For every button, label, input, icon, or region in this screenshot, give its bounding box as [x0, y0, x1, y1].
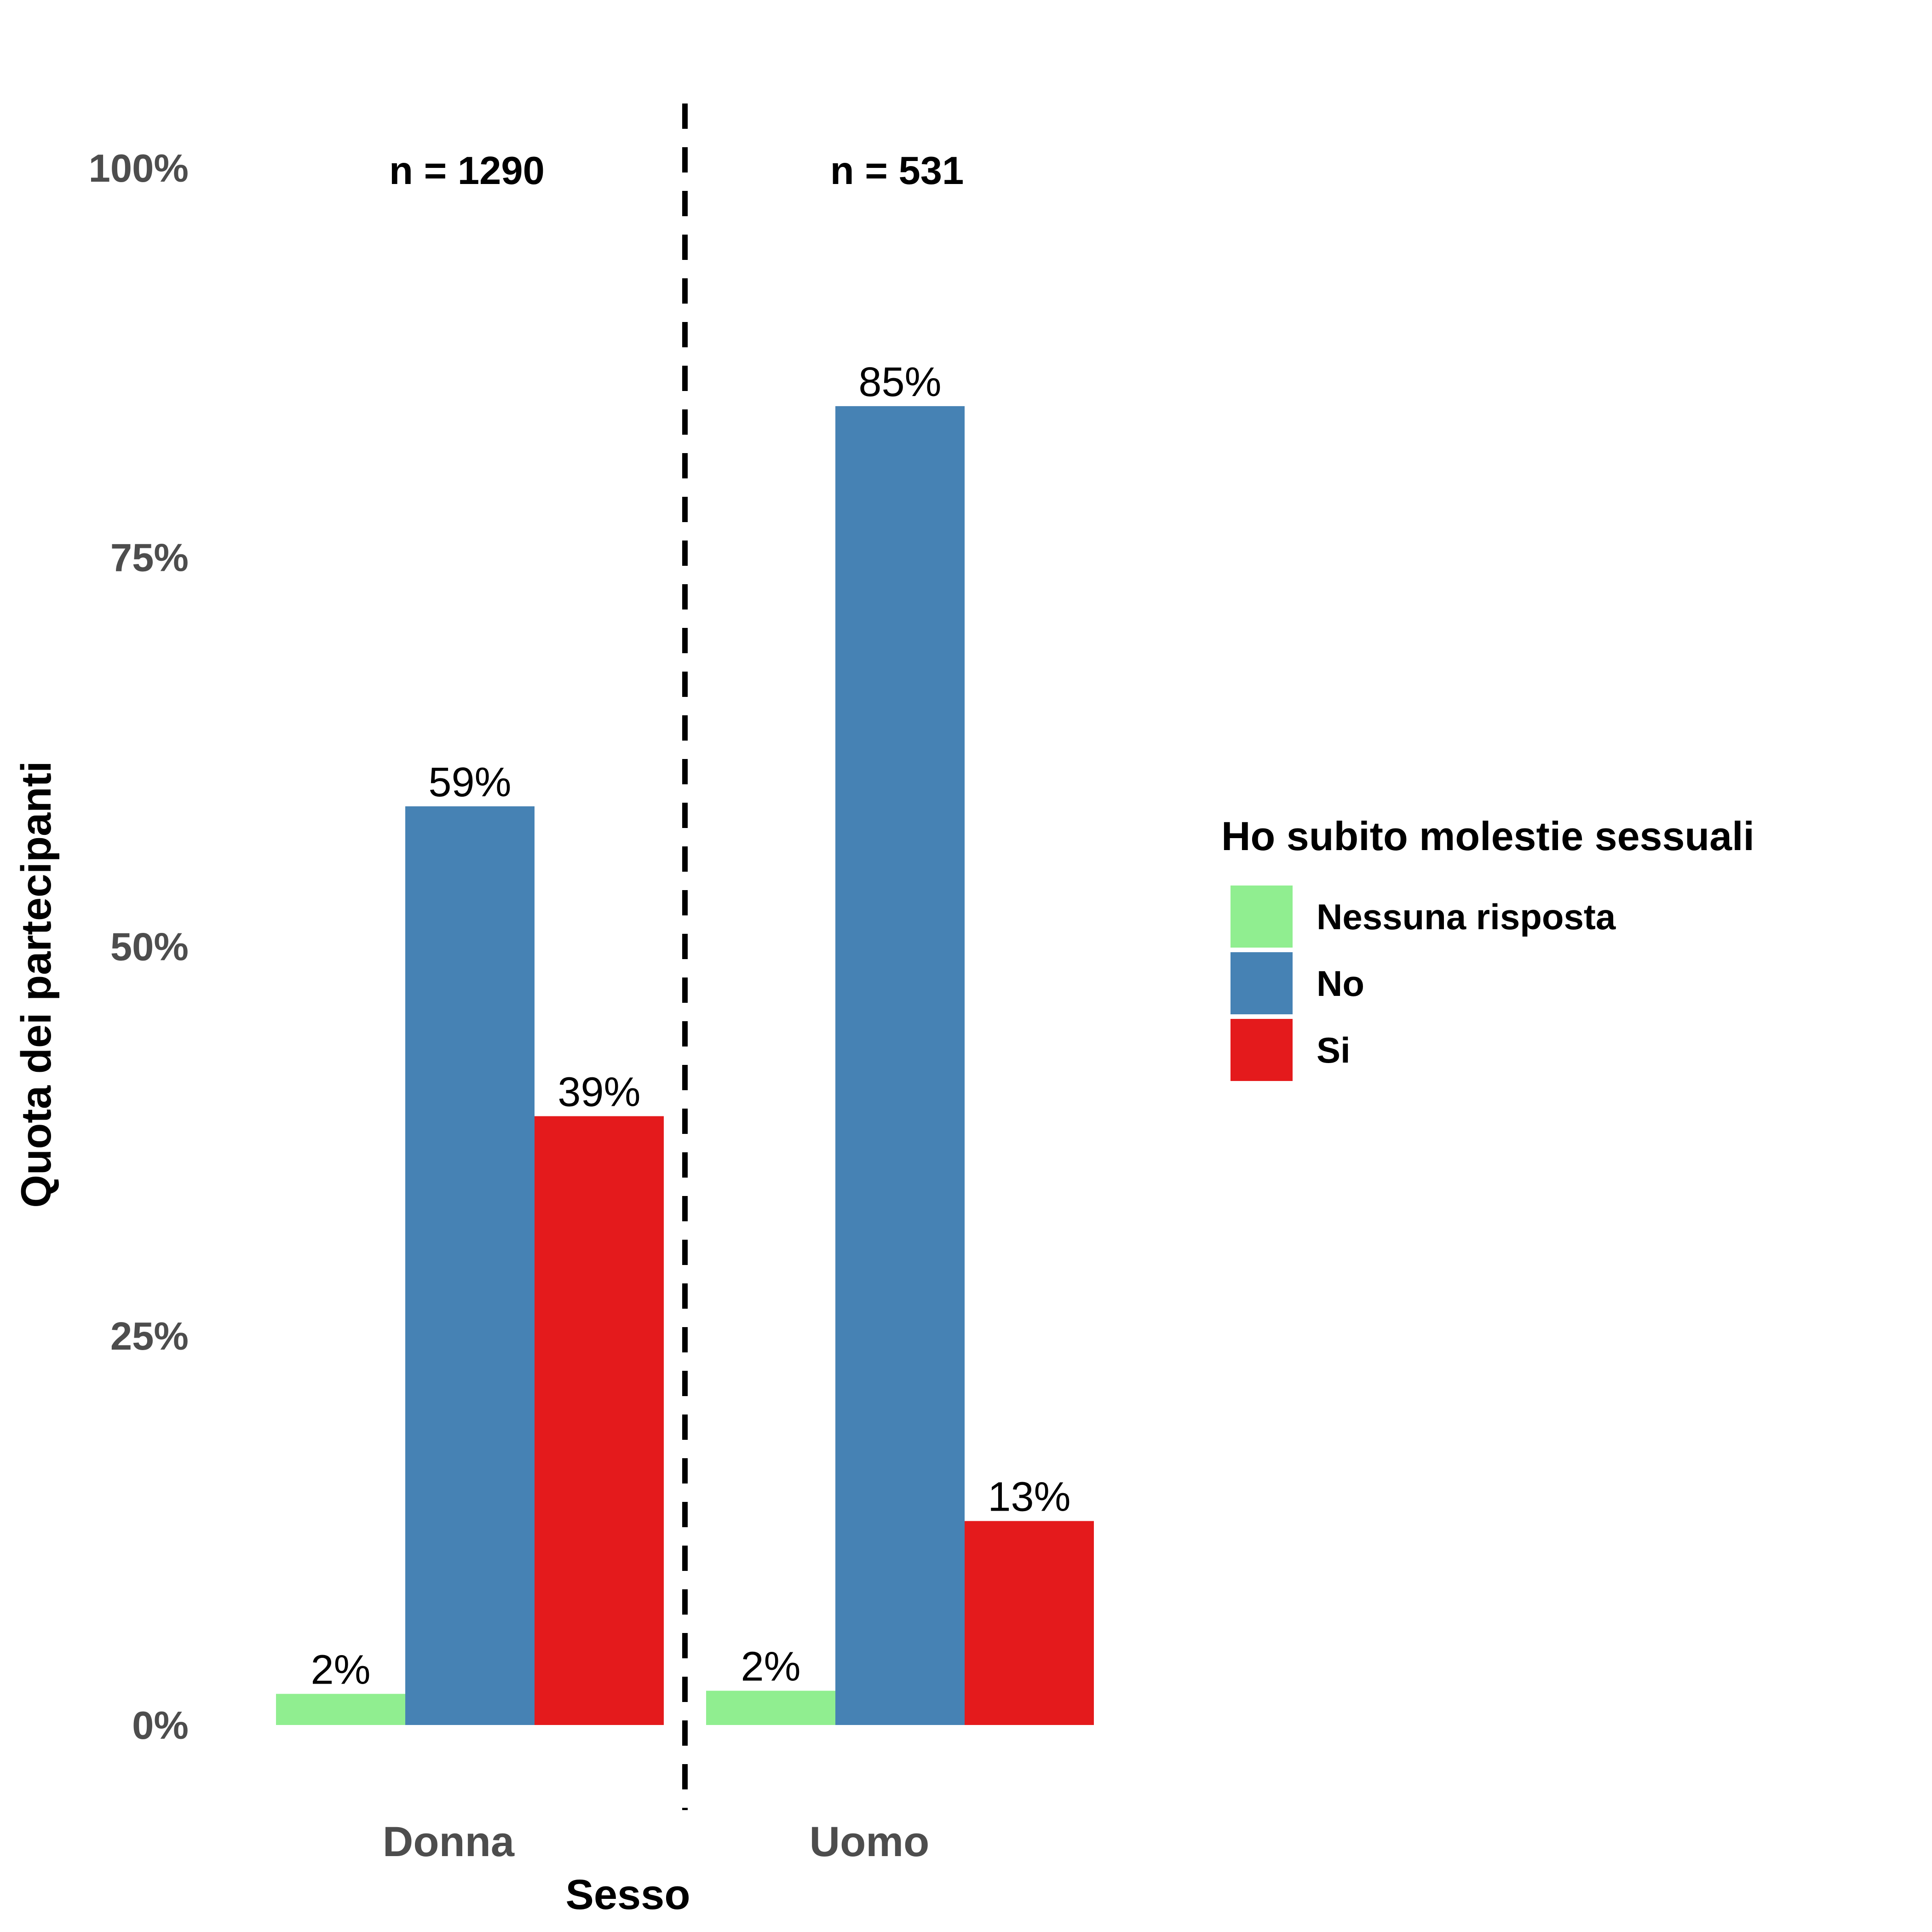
data-label: 2%	[741, 1644, 800, 1690]
data-labels: 2% 59% 39% 2% 85% 13%	[310, 359, 1070, 1693]
legend-key-no	[1230, 952, 1293, 1014]
y-tick-label: 25%	[110, 1315, 189, 1358]
bar-nessuna-risposta-uomo	[706, 1690, 835, 1725]
group-counts: n = 1290 n = 531	[389, 149, 964, 193]
x-tick-label: Uomo	[810, 1818, 930, 1865]
x-tick-label: Donna	[383, 1818, 515, 1865]
y-tick-label: 100%	[89, 147, 189, 190]
y-axis-title: Quota dei partecipanti	[13, 761, 60, 1208]
bar-si-donna	[535, 1116, 664, 1725]
legend-label: Si	[1317, 1030, 1351, 1070]
y-tick-label: 75%	[110, 536, 189, 580]
x-axis: Donna Uomo	[383, 1818, 929, 1865]
y-tick-label: 50%	[110, 926, 189, 969]
group-count-label: n = 1290	[389, 149, 545, 193]
legend-title: Ho subito molestie sessuali	[1221, 813, 1754, 859]
bar-si-uomo	[965, 1521, 1094, 1725]
data-label: 13%	[988, 1474, 1070, 1520]
data-label: 85%	[858, 359, 941, 405]
y-axis: 0% 25% 50% 75% 100%	[89, 147, 189, 1748]
legend-label: No	[1317, 963, 1364, 1004]
y-tick-label: 0%	[132, 1704, 189, 1748]
x-axis-title: Sesso	[565, 1871, 690, 1918]
bar-no-uomo	[835, 406, 965, 1725]
legend-label: Nessuna risposta	[1317, 897, 1616, 937]
data-label: 59%	[428, 759, 511, 805]
legend: Ho subito molestie sessuali Nessuna risp…	[1221, 813, 1754, 1081]
bar-no-donna	[405, 806, 535, 1725]
legend-key-si	[1230, 1019, 1293, 1081]
data-label: 2%	[310, 1647, 370, 1693]
bar-nessuna-risposta-donna	[276, 1694, 405, 1725]
legend-key-nessuna-risposta	[1230, 886, 1293, 948]
data-label: 39%	[558, 1069, 640, 1115]
group-count-label: n = 531	[830, 149, 964, 193]
bars	[276, 406, 1094, 1725]
